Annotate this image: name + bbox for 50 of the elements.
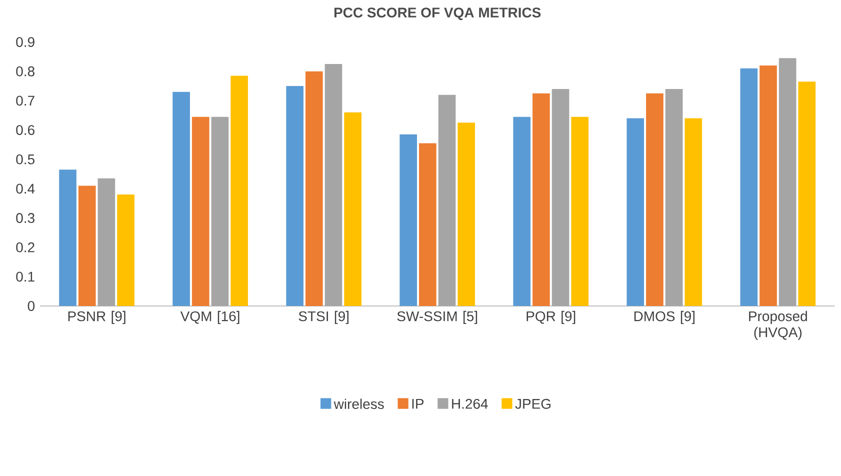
y-tick-label: 0.7 — [16, 96, 34, 106]
x-tick-label: SW-SSIM [5] — [397, 310, 478, 324]
legend-label: wireless — [334, 398, 384, 410]
bar — [778, 58, 796, 306]
x-tick-label: DMOS [9] — [634, 310, 694, 324]
bar — [626, 118, 644, 306]
legend-label: H.264 — [452, 398, 488, 409]
y-tick-label: 0.5 — [16, 154, 34, 164]
bar — [324, 64, 342, 306]
bar — [571, 116, 589, 306]
bar — [98, 178, 116, 306]
bar — [305, 71, 323, 306]
legend-label: IP — [412, 398, 424, 409]
bar — [438, 94, 456, 306]
bar — [532, 93, 550, 306]
bar — [740, 68, 758, 306]
bar — [192, 116, 210, 306]
bar — [552, 88, 570, 306]
bar — [344, 112, 362, 306]
y-tick-label: 0.4 — [16, 184, 35, 194]
bar — [211, 116, 229, 306]
y-tick-label: 0.8 — [16, 66, 34, 76]
bar — [400, 134, 418, 306]
bar — [172, 92, 190, 306]
y-tick-label: 0.1 — [16, 272, 34, 282]
x-tick-label: VQM [16] — [180, 310, 240, 324]
bar — [513, 116, 531, 306]
bar — [684, 118, 702, 306]
bar — [419, 143, 436, 306]
y-tick-label: 0.6 — [16, 125, 34, 135]
bar — [230, 76, 248, 306]
y-tick-label: 0.2 — [16, 242, 34, 252]
x-tick-label: PQR [9] — [526, 310, 576, 324]
x-tick-label: Proposed (HVQA) — [749, 310, 807, 340]
bar — [798, 82, 816, 306]
bar — [286, 86, 304, 306]
chart-title: PCC SCORE OF VQA METRICS — [334, 8, 541, 20]
x-tick-label: STSI [9] — [298, 310, 348, 324]
bar — [78, 186, 96, 306]
y-tick-label: 0 — [28, 301, 35, 311]
bar — [59, 170, 76, 306]
bar — [760, 65, 777, 306]
bar — [646, 93, 664, 306]
legend-label: JPEG — [515, 398, 550, 409]
y-tick-label: 0.9 — [16, 37, 34, 47]
x-tick-label: PSNR [9] — [68, 310, 126, 324]
bar — [665, 88, 683, 306]
bar — [117, 194, 134, 306]
y-tick-label: 0.3 — [16, 213, 34, 223]
bar — [458, 122, 476, 306]
